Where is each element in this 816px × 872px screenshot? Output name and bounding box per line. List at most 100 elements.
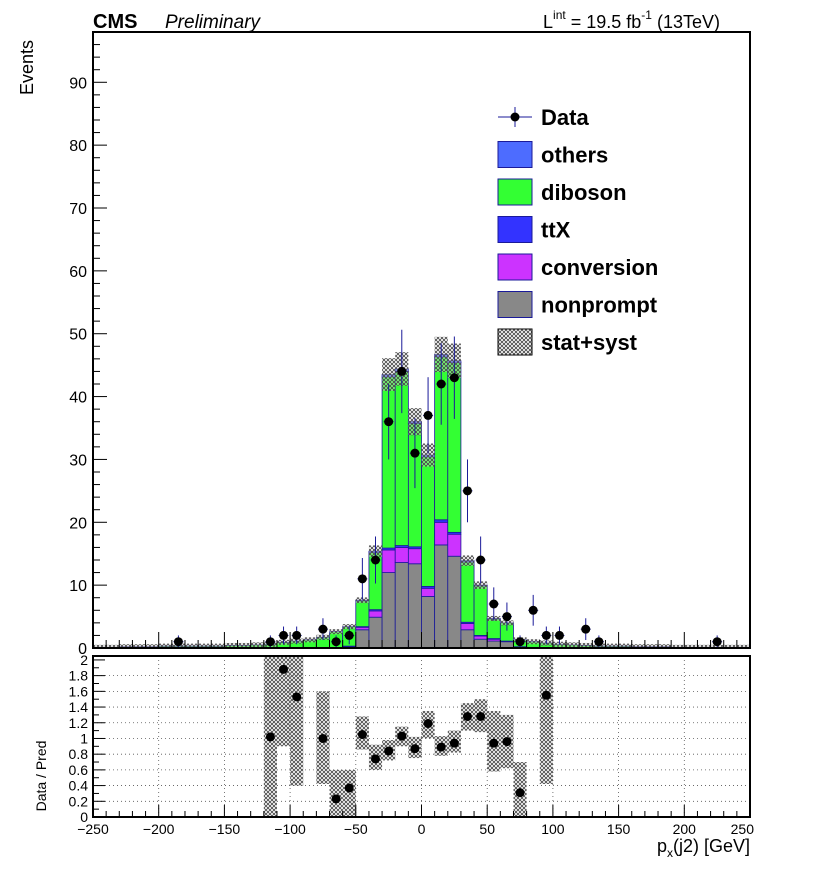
bar-nonprompt — [421, 596, 436, 648]
legend-label: nonprompt — [541, 293, 658, 318]
main-y-axis: 0 10 20 30 40 50 60 70 80 90 — [69, 44, 107, 658]
data-point — [384, 417, 394, 427]
legend-label: stat+syst — [541, 330, 638, 355]
data-point — [265, 637, 275, 647]
bar-conversion — [394, 547, 409, 563]
ratio-point — [292, 692, 302, 702]
ratio-point — [410, 744, 420, 754]
x-tick-label: 0 — [418, 821, 426, 837]
bar-nonprompt — [407, 563, 422, 648]
ratio-point — [515, 788, 525, 798]
uncertainty-band-bin — [93, 644, 107, 648]
data-point — [292, 630, 302, 640]
legend-label: others — [541, 143, 608, 168]
ratio-point — [344, 783, 354, 793]
ratio-band-bin — [539, 656, 553, 785]
data-point — [397, 366, 407, 376]
data-point — [489, 599, 499, 609]
uncertainty-band-bin — [184, 643, 199, 648]
ratio-point — [331, 794, 341, 804]
x-tick-label: −100 — [274, 821, 306, 837]
uncertainty-band-bin — [158, 643, 172, 648]
ratio-band-bin — [329, 769, 343, 817]
main-panel: 0 10 20 30 40 50 60 70 80 90 Events — [17, 31, 751, 658]
x-tick-label: −200 — [143, 821, 175, 837]
data-point — [357, 574, 367, 584]
ratio-y-tick-label: 0.6 — [69, 762, 89, 778]
y-tick-label: 70 — [69, 201, 87, 218]
bar-nonprompt — [460, 629, 475, 648]
bar-diboson — [355, 600, 370, 628]
uncertainty-band-bin — [684, 644, 698, 648]
ratio-y-tick-label: 1.8 — [69, 668, 89, 684]
uncertainty-band-bin — [132, 644, 146, 648]
data-point — [581, 624, 591, 634]
legend: Data others diboson ttX conversion nonprompt s… — [497, 105, 658, 356]
preliminary-label: Preliminary — [165, 12, 262, 33]
bar-conversion — [434, 521, 449, 546]
data-point — [462, 486, 472, 496]
legend-swatch-ttx — [497, 216, 533, 243]
uncertainty-band-bin — [237, 642, 251, 648]
bar-conversion — [447, 533, 462, 557]
ratio-point — [449, 738, 459, 748]
ratio-point — [279, 664, 289, 674]
uncertainty-band-bin — [631, 644, 645, 648]
bar-diboson — [460, 561, 475, 623]
legend-label: diboson — [541, 180, 627, 205]
ratio-point — [318, 733, 328, 743]
ratio-point — [489, 738, 499, 748]
y-tick-label: 0 — [78, 641, 87, 658]
bar-conversion — [407, 548, 422, 565]
legend-swatch-others — [497, 141, 533, 168]
uncertainty-band-bin — [605, 643, 619, 648]
uncertainty-band-bin — [697, 644, 711, 648]
cms-label: CMS — [93, 11, 137, 33]
legend-swatch-stat-syst — [497, 328, 533, 356]
ratio-point — [265, 732, 275, 742]
bar-nonprompt — [473, 638, 488, 648]
uncertainty-band-bin — [526, 639, 540, 645]
data-point — [371, 555, 381, 565]
ratio-y-tick-label: 0.4 — [69, 778, 89, 794]
main-x-axis — [92, 632, 751, 648]
bar-nonprompt — [447, 555, 462, 648]
data-point — [449, 373, 459, 383]
ratio-y-tick-label: 1.4 — [69, 699, 89, 715]
ratio-band-bin — [276, 656, 291, 747]
ratio-uncertainty-band — [263, 656, 553, 817]
data-point — [410, 448, 420, 458]
ratio-point — [423, 719, 433, 729]
ratio-band-bin — [342, 769, 356, 817]
bar-conversion — [473, 635, 488, 640]
uncertainty-band-bin — [145, 644, 159, 648]
data-points — [173, 329, 723, 648]
legend-label: conversion — [541, 255, 658, 280]
ratio-y-tick-label: 1.6 — [69, 683, 89, 699]
data-point — [502, 612, 512, 622]
bar-nonprompt — [394, 562, 409, 648]
data-point — [594, 637, 604, 647]
ratio-point — [384, 746, 394, 756]
y-tick-label: 10 — [69, 578, 87, 595]
ratio-y-tick-label: 0.8 — [69, 746, 89, 762]
y-tick-label: 60 — [69, 264, 87, 281]
ratio-point — [502, 737, 512, 747]
uncertainty-band-bin — [119, 644, 133, 648]
bar-conversion — [460, 623, 475, 631]
ratio-point — [476, 711, 486, 721]
uncertainty-band-bin — [566, 642, 580, 648]
x-axis-label: px(j2) [GeV] — [657, 836, 750, 860]
stack-bars — [93, 354, 750, 648]
ratio-y-tick-label: 0.2 — [69, 793, 89, 809]
uncertainty-band-bin — [644, 644, 659, 648]
x-tick-label: −250 — [77, 821, 109, 837]
y-tick-label: 50 — [69, 327, 87, 344]
uncertainty-band-bin — [421, 443, 435, 467]
ratio-y-axis: 00.20.40.60.811.21.41.61.82 — [69, 652, 105, 825]
ratio-y-tick-label: 1.2 — [69, 715, 89, 731]
data-point — [279, 630, 289, 640]
uncertainty-band-bin — [658, 644, 672, 648]
ratio-y-axis-label: Data / Pred — [33, 741, 49, 812]
